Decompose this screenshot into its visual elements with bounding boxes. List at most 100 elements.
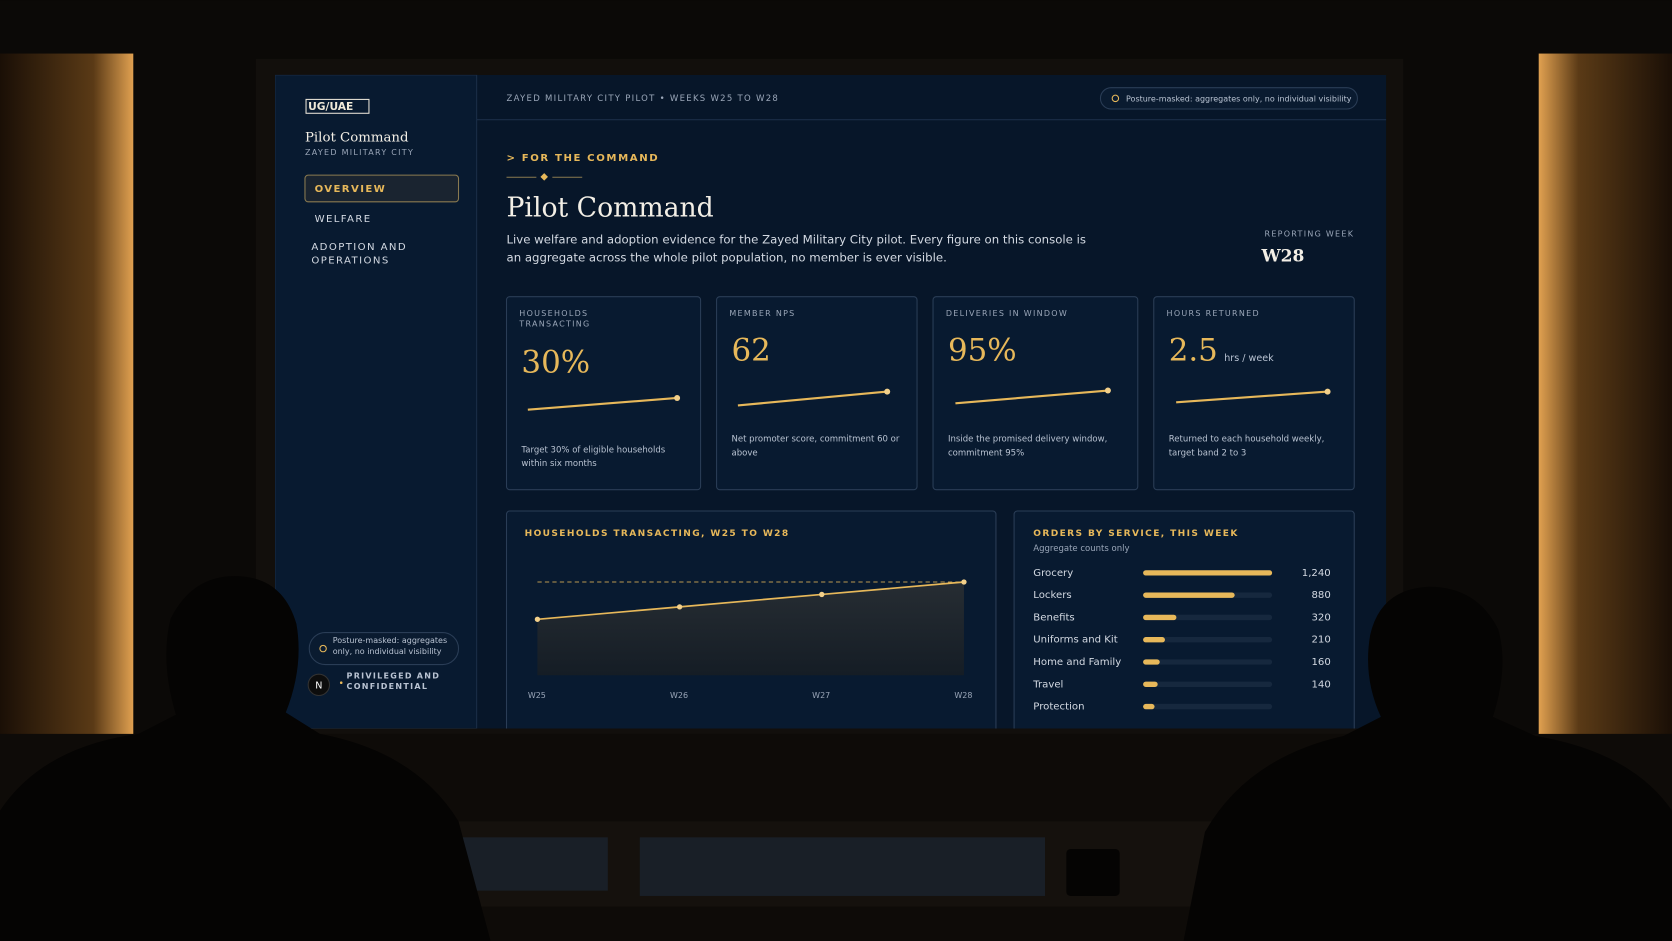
kpi-note: Inside the promised delivery window, com… — [947, 434, 1108, 458]
x-tick-label: W26 — [670, 691, 688, 700]
value-label: 160 — [1311, 657, 1330, 668]
category-label: Grocery — [1033, 568, 1073, 579]
bar — [1143, 592, 1235, 598]
kpi-note-wrap: Returned to each household weekly, targe… — [1168, 434, 1325, 458]
kpi-label-wrap: HOUSEHOLDS TRANSACTING — [519, 308, 591, 329]
bar-track — [1143, 659, 1273, 665]
kpi-cards: HOUSEHOLDS TRANSACTING 30% Target 30% of e… — [505, 296, 1355, 491]
sparkline — [955, 389, 1109, 405]
kpi-note: Target 30% of eligible households within… — [521, 444, 666, 469]
description: Live welfare and adoption evidence for t… — [506, 232, 1086, 265]
screen: UG/UAE Pilot Command ZAYED MILITARY CITY… — [275, 74, 1387, 729]
category-label: Uniforms and Kit — [1033, 635, 1117, 646]
kpi-label-wrap: DELIVERIES IN WINDOW — [946, 308, 1067, 318]
bar-track — [1143, 637, 1273, 643]
x-tick-label: W28 — [954, 691, 972, 700]
kpi-note-wrap: Net promoter score, commitment 60 or abo… — [731, 434, 900, 458]
sparkline-end — [674, 395, 681, 401]
kpi-card — [716, 296, 918, 491]
avatar-letter: N — [315, 680, 322, 691]
value-label: 140 — [1311, 679, 1330, 690]
value-label: 1,240 — [1302, 568, 1331, 579]
kpi-note-wrap: Target 30% of eligible households within… — [521, 444, 666, 469]
trend-point — [534, 616, 541, 622]
badge-wrap: Posture-masked: aggregates only, no indi… — [332, 635, 448, 656]
orders-chart: Grocery 1,240 Lockers 880 Benefits 320 Uniform… — [1032, 568, 1331, 713]
kpi-label: HOUSEHOLDS TRANSACTING — [519, 308, 591, 329]
sparkline-end — [1324, 388, 1331, 395]
trend-point — [961, 579, 967, 585]
kpi-value: 30% — [521, 344, 590, 380]
page-title: Pilot Command — [507, 192, 714, 223]
category-label: Benefits — [1033, 612, 1074, 623]
wall-panel — [0, 53, 134, 737]
trend-line — [537, 581, 965, 621]
logo: UG/UAE — [308, 100, 353, 113]
eyebrow: > FOR THE COMMAND — [507, 153, 660, 164]
desk-monitor — [639, 837, 1045, 896]
sparkline-end — [884, 388, 891, 395]
trend-point — [676, 604, 683, 610]
logo-box — [305, 98, 370, 114]
top-badge — [1099, 87, 1358, 110]
nav-active[interactable] — [304, 174, 460, 203]
sparkline — [737, 390, 888, 407]
kpi-note: Net promoter score, commitment 60 or abo… — [731, 434, 900, 458]
desc-wrap: Live welfare and adoption evidence for t… — [506, 232, 1086, 265]
footer-wrap: PRIVILEGED AND CONFIDENTIAL — [346, 670, 441, 691]
nav-item[interactable]: WELFARE — [315, 214, 372, 225]
top-badge-text: Posture-masked: aggregates only, no indi… — [1126, 94, 1352, 103]
kpi-label: MEMBER NPS — [729, 308, 796, 319]
kpi-unit: hrs / week — [1224, 353, 1274, 364]
trend-area — [537, 582, 964, 676]
pin-icon — [1111, 94, 1120, 103]
x-tick-label: W25 — [528, 691, 546, 700]
silhouette — [0, 576, 491, 941]
week: W28 — [1260, 247, 1304, 267]
kpi-note: Returned to each household weekly, targe… — [1168, 434, 1325, 458]
sidebar-badge — [308, 632, 460, 666]
bar — [1143, 659, 1160, 665]
value-label: 320 — [1311, 612, 1330, 623]
avatar — [307, 673, 331, 697]
silhouette — [1183, 586, 1672, 941]
orders-title: ORDERS BY SERVICE, THIS WEEK — [1033, 529, 1238, 539]
value-label: 880 — [1311, 590, 1330, 601]
context: ZAYED MILITARY CITY PILOT • WEEKS W25 TO… — [507, 94, 780, 104]
bar — [1143, 614, 1177, 621]
mug — [1066, 849, 1120, 896]
week-label: REPORTING WEEK — [1265, 229, 1355, 238]
bar-track — [1143, 703, 1273, 710]
bar — [1143, 681, 1158, 687]
footer: PRIVILEGED AND CONFIDENTIAL — [346, 670, 441, 691]
sparkline — [527, 396, 678, 411]
kpi-card — [932, 296, 1139, 491]
category-label: Travel — [1032, 679, 1063, 690]
trend-point — [819, 591, 825, 598]
sparkline — [1176, 390, 1328, 404]
kpi-card — [1153, 296, 1355, 491]
category-label: Protection — [1033, 702, 1084, 713]
kpi-note-wrap: Inside the promised delivery window, com… — [947, 434, 1108, 458]
nav-item[interactable]: OVERVIEW — [315, 184, 387, 195]
sidebar-subtitle: ZAYED MILITARY CITY — [305, 148, 414, 157]
bar — [1143, 637, 1165, 643]
orders-subtitle: Aggregate counts only — [1033, 544, 1129, 554]
sidebar-badge-text: Posture-masked: aggregates only, no indi… — [332, 635, 448, 656]
value-label: 210 — [1311, 635, 1330, 646]
nav-item[interactable]: ADOPTION AND OPERATIONS — [311, 241, 408, 267]
bar-track — [1143, 681, 1273, 687]
kpi-value: 2.5 — [1169, 333, 1218, 369]
kpi-label-wrap: MEMBER NPS — [729, 308, 796, 319]
sidebar-title: Pilot Command — [305, 130, 409, 145]
kpi-card — [505, 296, 702, 491]
category-label: Lockers — [1033, 590, 1071, 601]
pin-icon — [319, 644, 327, 653]
wall-panel — [1538, 53, 1672, 737]
kpi-value: 62 — [732, 333, 771, 369]
kpi-label: HOURS RETURNED — [1166, 308, 1260, 319]
trend-chart: W25 W26 W27 W28 — [528, 579, 972, 700]
sparkline-end — [1104, 387, 1111, 394]
